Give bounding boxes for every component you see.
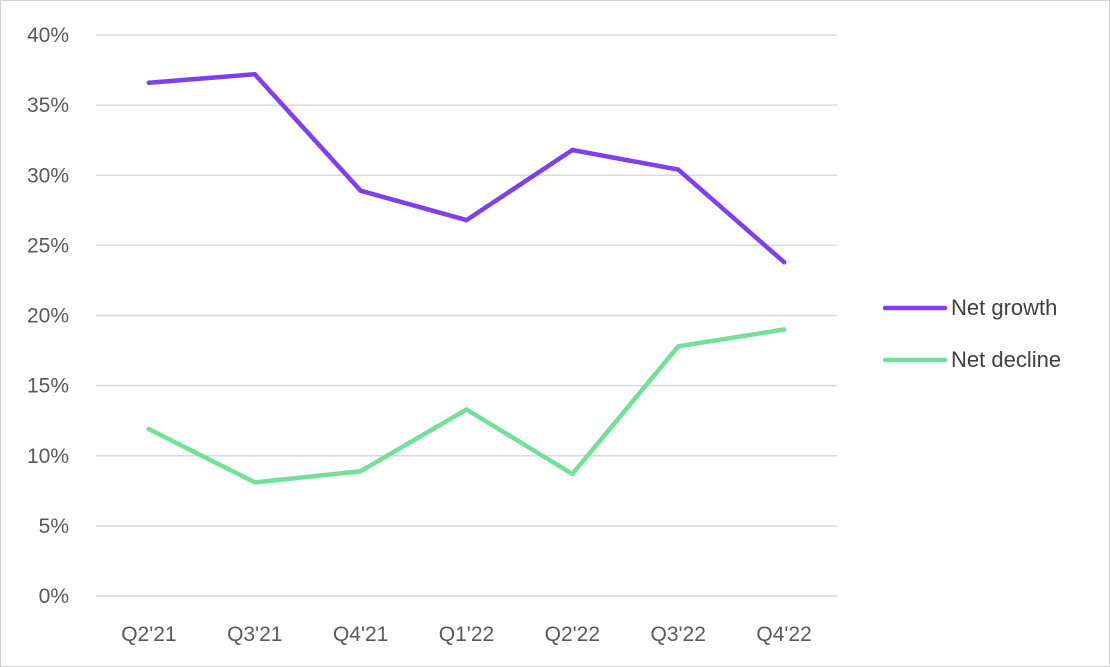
x-axis-ticks: Q2'21 Q3'21 Q4'21 Q1'22 Q2'22 Q3'22 Q4'22 [121,623,812,646]
data-point [781,327,787,332]
y-tick-label: 0% [39,585,69,608]
data-point [358,468,363,474]
series-line-net-decline [146,327,787,485]
y-tick-label: 20% [27,305,69,328]
y-tick-label: 35% [27,94,69,117]
legend: Net growth Net decline [882,295,1061,372]
y-tick-label: 15% [27,375,69,398]
x-tick-label: Q4'22 [756,623,811,646]
y-axis-ticks: 0% 5% 10% 15% 20% 25% 30% 35% 40% [27,24,69,608]
legend-label: Net decline [951,347,1061,372]
y-tick-label: 10% [27,445,69,468]
x-tick-label: Q2'22 [545,623,600,646]
legend-label: Net growth [951,295,1057,320]
y-tick-label: 25% [27,234,69,257]
data-point [358,188,363,193]
y-tick-label: 40% [27,24,69,47]
data-point [781,259,787,265]
data-point [146,426,152,432]
x-tick-label: Q2'21 [121,623,176,646]
series-line-net-growth [146,72,787,265]
series-lines [146,72,787,485]
data-point [464,407,469,412]
data-point [252,72,258,77]
y-tick-label: 30% [27,164,69,187]
x-tick-label: Q1'22 [439,623,494,646]
data-point [146,80,152,85]
data-point [252,480,258,485]
data-point [675,167,681,172]
y-tick-label: 5% [39,515,69,538]
data-point [464,217,469,223]
x-tick-label: Q4'21 [333,623,388,646]
data-point [570,471,575,477]
gridlines [96,34,837,597]
data-point [570,147,575,153]
data-point [675,344,681,349]
x-tick-label: Q3'22 [651,623,706,646]
x-tick-label: Q3'21 [227,623,282,646]
